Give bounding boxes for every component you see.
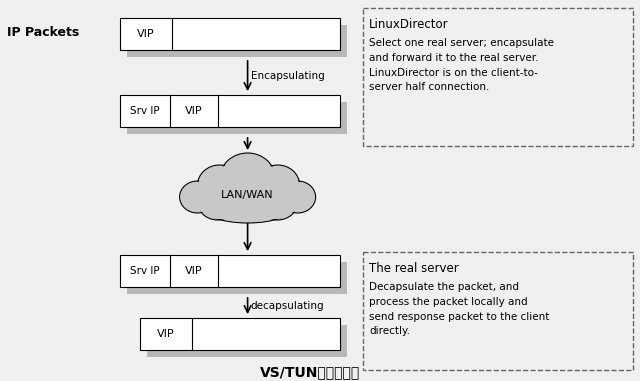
Ellipse shape (198, 185, 237, 219)
Text: The real server: The real server (369, 262, 459, 275)
Ellipse shape (198, 166, 241, 204)
Text: Encapsulating: Encapsulating (251, 71, 324, 81)
Text: Decapsulate the packet, and
process the packet locally and
send response packet : Decapsulate the packet, and process the … (369, 282, 549, 336)
Ellipse shape (280, 181, 316, 213)
Text: decapsulating: decapsulating (251, 301, 324, 311)
Ellipse shape (180, 182, 214, 212)
Bar (140, 318, 340, 350)
Text: VS/TUN的工作流程: VS/TUN的工作流程 (260, 365, 360, 379)
Bar (363, 8, 633, 146)
Ellipse shape (198, 165, 242, 205)
Bar (127, 262, 347, 294)
Ellipse shape (258, 184, 298, 220)
Text: LinuxDirector: LinuxDirector (369, 18, 449, 31)
Ellipse shape (280, 182, 315, 212)
Ellipse shape (259, 185, 296, 219)
Ellipse shape (180, 181, 216, 213)
Ellipse shape (220, 153, 276, 205)
Bar (120, 95, 340, 127)
Ellipse shape (200, 187, 296, 223)
Ellipse shape (221, 154, 275, 204)
Bar (120, 255, 340, 287)
Ellipse shape (198, 184, 237, 220)
Text: LAN/WAN: LAN/WAN (221, 190, 274, 200)
Text: Select one real server; encapsulate
and forward it to the real server.
LinuxDire: Select one real server; encapsulate and … (369, 38, 554, 93)
Bar (120, 18, 340, 50)
Text: VIP: VIP (185, 266, 203, 276)
Text: Srv IP: Srv IP (130, 106, 160, 116)
Text: VIP: VIP (185, 106, 203, 116)
Text: Srv IP: Srv IP (130, 266, 160, 276)
Bar (363, 252, 633, 370)
Ellipse shape (200, 188, 294, 222)
Ellipse shape (257, 166, 299, 204)
Ellipse shape (255, 165, 300, 205)
Text: VIP: VIP (137, 29, 155, 39)
Bar (147, 325, 347, 357)
Text: VIP: VIP (157, 329, 175, 339)
Bar (127, 102, 347, 134)
Bar (127, 25, 347, 57)
Text: IP Packets: IP Packets (7, 26, 79, 38)
